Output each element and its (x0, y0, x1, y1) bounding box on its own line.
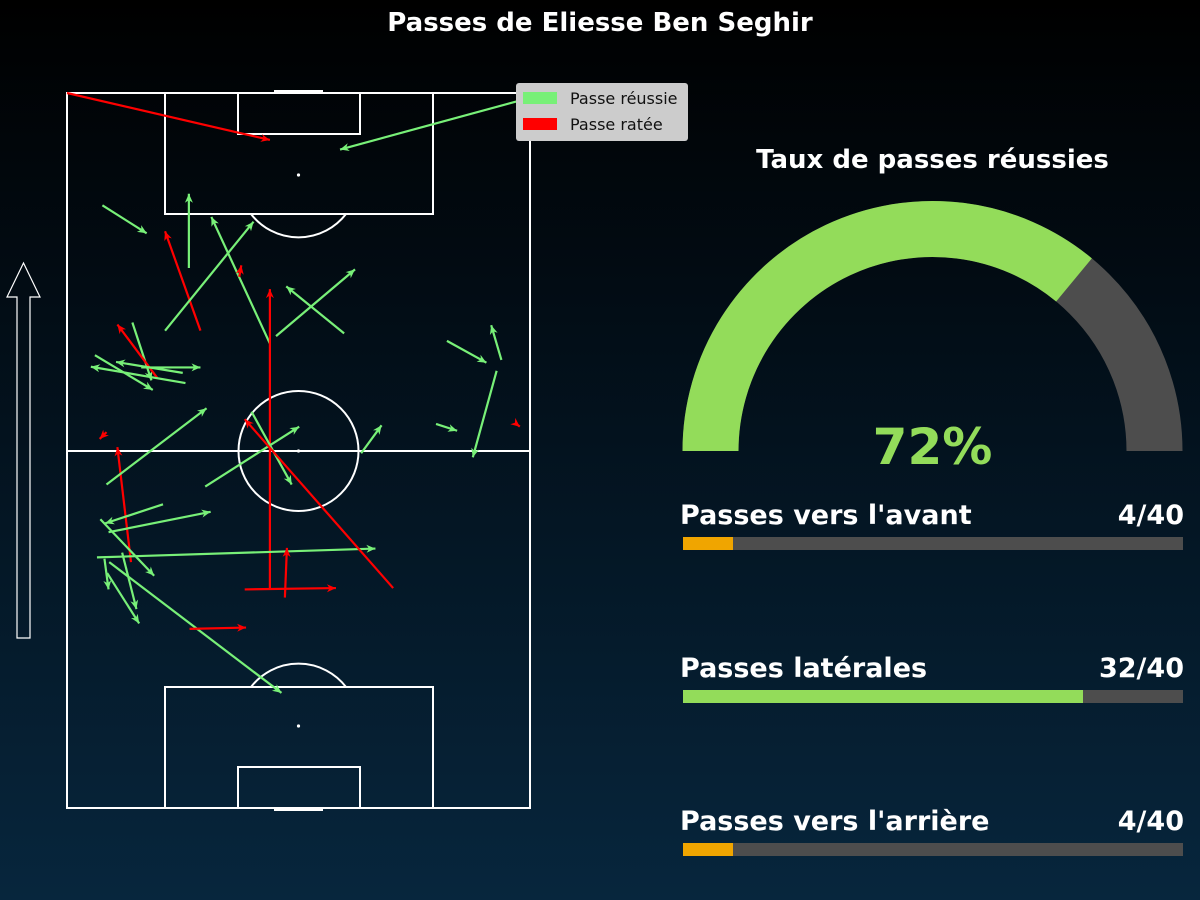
pass-fail-27 (114, 446, 133, 563)
pitch-lines (66, 90, 531, 811)
gauge-fill (682, 201, 1092, 452)
stat-bar-fill (683, 690, 1083, 703)
stat-row-2: Passes latérales 32/40 (680, 653, 1185, 713)
pass-success-4 (184, 193, 193, 269)
pass-fail-38 (189, 623, 247, 632)
pass-success-16 (90, 364, 186, 385)
stat-bar-fill (683, 843, 733, 856)
center-spot (296, 449, 301, 453)
pass-success-3 (101, 204, 148, 235)
pass-success-31 (121, 552, 139, 610)
pass-fail-35 (243, 418, 394, 589)
pass-fail-23 (510, 417, 521, 428)
chart-title: Passes de Eliesse Ben Seghir (387, 8, 813, 38)
pass-success-32 (106, 572, 141, 625)
legend-label-success: Passe réussie (570, 88, 678, 108)
center-circle (237, 390, 360, 512)
stat-bar-track (683, 843, 1183, 856)
stat-label: Passes vers l'arrière (680, 806, 990, 837)
passes-layer (66, 91, 531, 694)
stat-label: Passes vers l'avant (680, 500, 972, 531)
pass-fail-37 (244, 584, 336, 593)
legend-label-fail: Passe ratée (570, 114, 663, 134)
pass-success-6 (210, 216, 271, 345)
pass-success-21 (360, 424, 383, 454)
pass-success-18 (446, 339, 487, 364)
pass-success-9 (285, 285, 345, 335)
pass-fail-11 (265, 289, 274, 589)
pass-success-10 (275, 268, 356, 337)
pass-fail-8 (235, 265, 244, 278)
pass-fail-5 (164, 230, 202, 332)
pass-success-28 (105, 407, 208, 486)
stat-bar-track (683, 537, 1183, 550)
pass-success-40 (103, 558, 112, 590)
gauge-title: Taux de passes réussies (756, 145, 1109, 175)
pass-success-17 (141, 363, 201, 372)
legend-item-success: Passe réussie (523, 88, 678, 108)
pass-success-20 (471, 370, 498, 458)
stat-bar-fill (683, 537, 733, 550)
attack-direction-arrow-icon (6, 261, 41, 639)
bottom-penalty-spot (296, 724, 301, 728)
stat-row-1: Passes vers l'avant 4/40 (680, 500, 1185, 560)
top-penalty-arc (250, 213, 347, 239)
pass-success-26 (204, 425, 300, 488)
pass-success-7 (164, 221, 255, 332)
stat-count: 32/40 (1098, 653, 1184, 684)
legend-item-fail: Passe ratée (523, 114, 663, 134)
stat-count: 4/40 (1117, 500, 1184, 531)
pass-success-39 (108, 509, 211, 534)
stat-bar-track (683, 690, 1183, 703)
pass-success-33 (108, 561, 283, 694)
stat-count: 4/40 (1117, 806, 1184, 837)
pass-fail-1 (66, 91, 271, 142)
pass-success-34 (96, 544, 376, 559)
pass-success-30 (99, 518, 155, 577)
stat-label: Passes latérales (680, 653, 928, 684)
legend-swatch-fail (523, 118, 557, 130)
top-penalty-spot (296, 173, 301, 177)
pass-success-2 (339, 96, 531, 151)
stat-row-3: Passes vers l'arrière 4/40 (680, 806, 1185, 866)
pass-success-22 (435, 422, 458, 432)
pass-fail-24 (98, 429, 109, 440)
gauge-value: 72% (872, 418, 993, 476)
legend-swatch-success (523, 92, 557, 104)
pass-success-19 (489, 324, 503, 361)
pass-fail-13 (116, 323, 159, 379)
legend: Passe réussie Passe ratée (516, 83, 688, 141)
pass-success-29 (104, 503, 164, 525)
